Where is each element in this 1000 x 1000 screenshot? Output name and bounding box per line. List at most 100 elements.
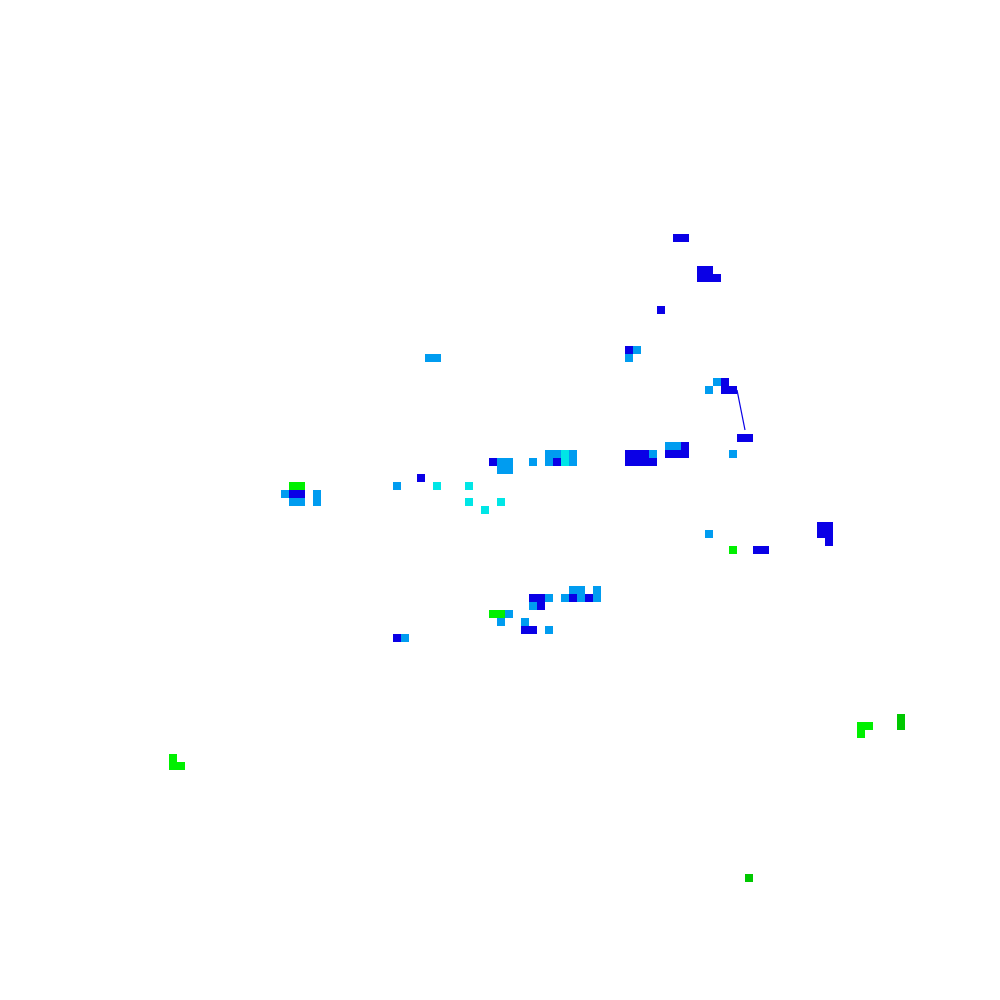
heatmap-cell xyxy=(313,498,321,506)
heatmap-cell xyxy=(529,594,537,602)
heatmap-cell xyxy=(505,610,513,618)
heatmap-cell xyxy=(561,450,569,458)
heatmap-line xyxy=(736,389,746,431)
heatmap-cell xyxy=(625,450,633,458)
heatmap-cell xyxy=(681,234,689,242)
heatmap-cell xyxy=(721,378,729,386)
heatmap-cell xyxy=(721,386,729,394)
heatmap-cell xyxy=(633,346,641,354)
heatmap-cell xyxy=(625,354,633,362)
heatmap-cell xyxy=(433,482,441,490)
heatmap-cell xyxy=(553,458,561,466)
heatmap-cell xyxy=(705,274,713,282)
heatmap-cell xyxy=(545,458,553,466)
heatmap-cell xyxy=(625,458,633,466)
heatmap-cell xyxy=(857,730,865,738)
heatmap-cell xyxy=(569,586,577,594)
heatmap-cell xyxy=(681,442,689,450)
heatmap-cell xyxy=(497,466,505,474)
heatmap-cell xyxy=(561,594,569,602)
heatmap-cell xyxy=(729,546,737,554)
heatmap-cell xyxy=(729,386,737,394)
heatmap-cell xyxy=(433,354,441,362)
heatmap-cell xyxy=(665,450,673,458)
heatmap-cell xyxy=(537,594,545,602)
heatmap-cell xyxy=(569,458,577,466)
heatmap-cell xyxy=(465,498,473,506)
heatmap-cell xyxy=(705,386,713,394)
heatmap-cell xyxy=(545,450,553,458)
heatmap-cell xyxy=(681,450,689,458)
heatmap-cell xyxy=(401,634,409,642)
heatmap-cell xyxy=(289,498,297,506)
heatmap-cell xyxy=(593,586,601,594)
heatmap-cell xyxy=(865,722,873,730)
heatmap-cell xyxy=(705,530,713,538)
heatmap-cell xyxy=(545,594,553,602)
heatmap-cell xyxy=(641,458,649,466)
heatmap-cell xyxy=(697,266,705,274)
heatmap-cell xyxy=(169,754,177,762)
heatmap-cell xyxy=(417,474,425,482)
heatmap-cell xyxy=(497,458,505,466)
heatmap-cell xyxy=(313,490,321,498)
heatmap-cell xyxy=(569,594,577,602)
heatmap-cell xyxy=(529,458,537,466)
heatmap-cell xyxy=(297,482,305,490)
heatmap-cell xyxy=(393,634,401,642)
heatmap-cell xyxy=(505,466,513,474)
heatmap-cell xyxy=(497,610,505,618)
heatmap-cell xyxy=(761,546,769,554)
heatmap-cell xyxy=(697,274,705,282)
heatmap-cell xyxy=(673,442,681,450)
heatmap-cell xyxy=(593,594,601,602)
heatmap-cell xyxy=(649,450,657,458)
heatmap-cell xyxy=(537,602,545,610)
heatmap-cell xyxy=(465,482,473,490)
heatmap-cell xyxy=(825,522,833,530)
heatmap-cell xyxy=(729,450,737,458)
heatmap-cell xyxy=(529,626,537,634)
heatmap-cell xyxy=(897,714,905,722)
heatmap-cell xyxy=(641,450,649,458)
heatmap-cell xyxy=(897,722,905,730)
heatmap-cell xyxy=(577,594,585,602)
heatmap-cell xyxy=(481,506,489,514)
heatmap-cell xyxy=(545,626,553,634)
heatmap-cell xyxy=(705,266,713,274)
heatmap-cell xyxy=(553,450,561,458)
heatmap-cell xyxy=(633,458,641,466)
heatmap-cell xyxy=(297,490,305,498)
heatmap-cell xyxy=(521,626,529,634)
heatmap-cell xyxy=(425,354,433,362)
heatmap-cell xyxy=(393,482,401,490)
heatmap-cell xyxy=(561,458,569,466)
heatmap-cell xyxy=(577,586,585,594)
heatmap-cell xyxy=(289,482,297,490)
heatmap-cell xyxy=(497,618,505,626)
heatmap-cell xyxy=(505,458,513,466)
heatmap-cell xyxy=(177,762,185,770)
heatmap-cell xyxy=(585,594,593,602)
heatmap-cell xyxy=(633,450,641,458)
heatmap-cell xyxy=(857,722,865,730)
heatmap-cell xyxy=(489,458,497,466)
heatmap-cell xyxy=(737,434,745,442)
heatmap-cell xyxy=(649,458,657,466)
heatmap-cell xyxy=(825,538,833,546)
heatmap-cell xyxy=(745,434,753,442)
heatmap-cell xyxy=(817,530,825,538)
heatmap-cell xyxy=(521,618,529,626)
heatmap-cell xyxy=(169,762,177,770)
heatmap-cell xyxy=(281,490,289,498)
heatmap-cell xyxy=(625,346,633,354)
heatmap-cell xyxy=(665,442,673,450)
heatmap-cell xyxy=(673,234,681,242)
heatmap-cell xyxy=(497,498,505,506)
heatmap-cell xyxy=(817,522,825,530)
heatmap-cell xyxy=(745,874,753,882)
heatmap-cell xyxy=(297,498,305,506)
heatmap-cell xyxy=(753,546,761,554)
heatmap-cell xyxy=(673,450,681,458)
